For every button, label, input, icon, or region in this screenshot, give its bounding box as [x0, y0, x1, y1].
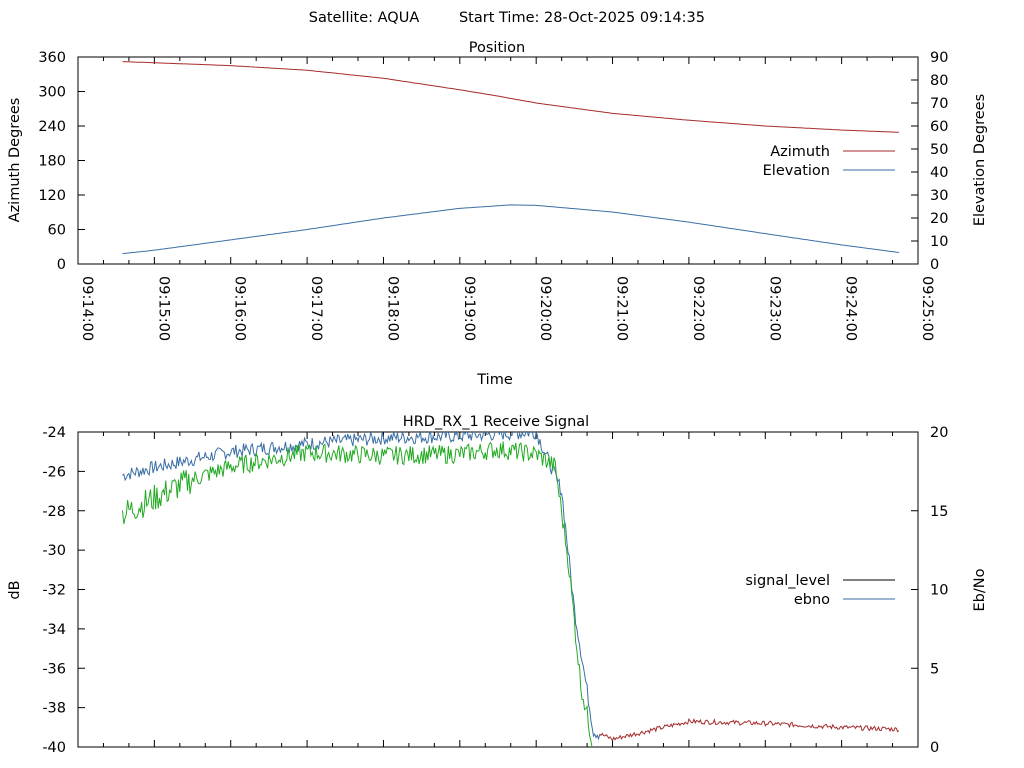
position-y-tick-label: 0	[57, 257, 66, 273]
position-y2-tick-label: 50	[930, 142, 948, 158]
position-x-tick-label: 09:18:00	[384, 276, 400, 341]
position-y-tick-label: 240	[38, 119, 66, 135]
position-x-tick-label: 09:24:00	[843, 276, 859, 341]
position-chart: Position Azimuth Degrees Elevation Degre…	[7, 40, 988, 388]
legend-signal-level-label: signal_level	[745, 573, 830, 589]
signal-legend: signal_level ebno	[745, 573, 895, 608]
signal-y-tick-label: -32	[42, 583, 66, 599]
position-x-tick-label: 09:19:00	[461, 276, 477, 341]
position-x-tick-label: 09:22:00	[690, 276, 706, 341]
position-plot-frame	[77, 56, 919, 265]
signal-y-tick-label: -30	[42, 543, 66, 559]
position-y2-tick-label: 60	[930, 119, 948, 135]
position-y-axis-label: Azimuth Degrees	[7, 98, 23, 223]
legend-ebno-label: ebno	[794, 592, 830, 608]
position-y2-tick-label: 40	[930, 165, 948, 181]
position-x-tick-label: 09:14:00	[79, 276, 95, 341]
position-y2-tick-label: 0	[930, 257, 939, 273]
signal-chart: HRD_RX_1 Receive Signal dB Eb/No -40-38-…	[7, 414, 988, 756]
position-y2-tick-label: 30	[930, 188, 948, 204]
position-x-tick-label: 09:17:00	[308, 276, 324, 341]
series-ebno-line	[122, 441, 593, 747]
position-y-tick-label: 60	[48, 223, 66, 239]
position-y2-tick-label: 70	[930, 96, 948, 112]
signal-y-tick-label: -28	[42, 504, 66, 520]
position-x-tick-label: 09:23:00	[766, 276, 782, 341]
series-signal-level-lost-line	[599, 717, 900, 742]
position-x-tick-label: 09:20:00	[537, 276, 553, 341]
signal-y2-axis-label: Eb/No	[972, 568, 988, 611]
legend-azimuth-label: Azimuth	[770, 144, 830, 160]
series-elevation-line	[122, 204, 899, 255]
position-x-axis-label: Time	[476, 372, 513, 388]
position-y-tick-label: 360	[38, 50, 66, 66]
signal-y-tick-label: -26	[42, 464, 66, 480]
position-axes: 0 60 120 180 240 300 360 0 10 20 30 40 50 60 70 80 90 09:…	[38, 50, 948, 341]
position-y2-axis-label: Elevation Degrees	[972, 94, 988, 226]
start-time-label: Start Time: 28-Oct-2025 09:14:35	[459, 10, 705, 26]
series-signal-level-line	[122, 432, 601, 741]
signal-axes: -40 -38 -36 -34 -32 -30 -28 -26 -24 0 5 10 15 20	[42, 425, 948, 756]
signal-y-tick-label: -40	[42, 740, 66, 756]
signal-y-tick-label: -24	[42, 425, 66, 441]
position-y-tick-label: 120	[38, 188, 66, 204]
position-x-tick-label: 09:16:00	[232, 276, 248, 341]
position-y2-tick-label: 90	[930, 50, 948, 66]
position-y2-tick-label: 20	[930, 211, 948, 227]
signal-series	[122, 432, 900, 747]
position-x-tick-label: 09:21:00	[614, 276, 630, 341]
series-azimuth-line	[122, 61, 899, 133]
position-series	[122, 61, 899, 255]
satellite-label: Satellite: AQUA	[309, 10, 420, 26]
signal-y-tick-label: -38	[42, 701, 66, 717]
position-y-tick-label: 300	[38, 85, 66, 101]
signal-chart-title: HRD_RX_1 Receive Signal	[403, 414, 589, 430]
position-x-tick-label: 09:25:00	[919, 276, 935, 341]
signal-y2-tick-label: 15	[930, 504, 948, 520]
signal-y2-tick-label: 10	[930, 583, 948, 599]
signal-y2-tick-label: 5	[930, 661, 939, 677]
position-legend: Azimuth Elevation	[763, 144, 895, 179]
signal-y-tick-label: -36	[42, 661, 66, 677]
position-y-tick-label: 180	[38, 154, 66, 170]
position-chart-title: Position	[469, 40, 525, 56]
signal-y-tick-label: -34	[42, 622, 66, 638]
position-y2-tick-label: 10	[930, 234, 948, 250]
signal-y-axis-label: dB	[7, 580, 23, 599]
signal-y2-tick-label: 0	[930, 740, 939, 756]
position-y2-tick-label: 80	[930, 73, 948, 89]
legend-elevation-label: Elevation	[763, 163, 830, 179]
signal-plot-frame	[77, 431, 919, 748]
signal-y2-tick-label: 20	[930, 425, 948, 441]
position-x-tick-label: 09:15:00	[155, 276, 171, 341]
